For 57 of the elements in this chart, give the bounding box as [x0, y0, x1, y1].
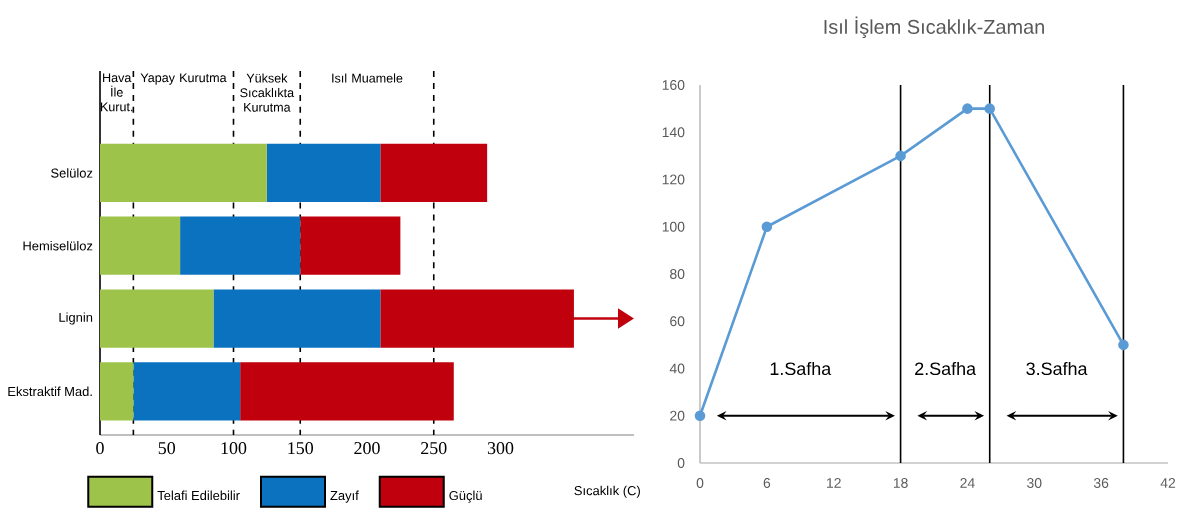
bar — [380, 143, 488, 203]
x-tick-label: 50 — [158, 442, 176, 455]
annotation: 2.Safha — [915, 361, 977, 376]
bar — [133, 362, 241, 421]
ref-line-label: Yapay Kurutma — [140, 73, 227, 85]
point — [761, 221, 773, 233]
point — [895, 150, 906, 162]
x-tick-label: 30 — [1027, 478, 1042, 488]
bar — [266, 143, 381, 203]
point — [1118, 339, 1129, 351]
x-tick-label: 200 — [354, 442, 380, 455]
point — [984, 103, 995, 114]
y-tick-label: Ekstraktif Mad. — [8, 386, 92, 397]
bar — [100, 362, 134, 421]
x-tick-label: 150 — [288, 442, 314, 455]
ref-line-label: Yüksek Sıcaklıkta Kurutma — [240, 73, 295, 112]
bar — [240, 362, 454, 421]
x-tick-label: 42 — [1160, 478, 1176, 488]
bar — [100, 216, 181, 275]
bar — [300, 216, 401, 275]
x-axis-title: Sıcaklık (C) — [574, 485, 640, 498]
x-tick-label: 300 — [487, 442, 514, 455]
x-tick-label: 0 — [696, 478, 704, 488]
x-tick-label: 24 — [960, 478, 975, 488]
point — [962, 103, 973, 114]
x-tick-label: 100 — [221, 442, 247, 455]
bar — [180, 216, 301, 275]
annotation: 1.Safha — [770, 361, 832, 376]
y-tick-label: 140 — [662, 127, 685, 138]
y-tick-label: 20 — [670, 410, 685, 421]
ref-line-label: Hava İle Kurut. — [100, 73, 133, 112]
y-tick-label: 40 — [669, 363, 685, 374]
ref-line-label: Isıl Muamele — [332, 73, 403, 83]
y-tick-label: 80 — [670, 269, 685, 279]
y-tick-label: Hemiselüloz — [23, 240, 93, 251]
x-tick-label: 12 — [827, 478, 841, 488]
annotation: 3.Safha — [1026, 361, 1088, 376]
x-tick-label: 36 — [1093, 478, 1109, 488]
bar — [213, 289, 381, 348]
y-tick-label: 160 — [662, 80, 685, 90]
y-tick-label: Lignin — [59, 312, 93, 325]
y-tick-label: 60 — [670, 316, 685, 327]
legend-label: Zayıf — [330, 490, 359, 503]
legend-label: Güçlü — [449, 490, 482, 503]
legend-label: Telafi Edilebilir — [157, 490, 240, 501]
point — [694, 410, 706, 422]
y-tick-label: Selüloz — [51, 168, 93, 178]
bar — [100, 143, 267, 203]
x-tick-label: 250 — [421, 442, 447, 455]
bar — [100, 289, 214, 348]
x-tick-label: 0 — [96, 442, 104, 455]
y-tick-label: 100 — [662, 221, 685, 232]
y-tick-label: 120 — [662, 174, 685, 185]
chart-title: Isıl İşlem Sıcaklık-Zaman — [824, 16, 1044, 38]
x-tick-label: 18 — [893, 478, 908, 488]
x-tick-label: 6 — [763, 478, 771, 488]
y-tick-label: 0 — [677, 458, 685, 468]
